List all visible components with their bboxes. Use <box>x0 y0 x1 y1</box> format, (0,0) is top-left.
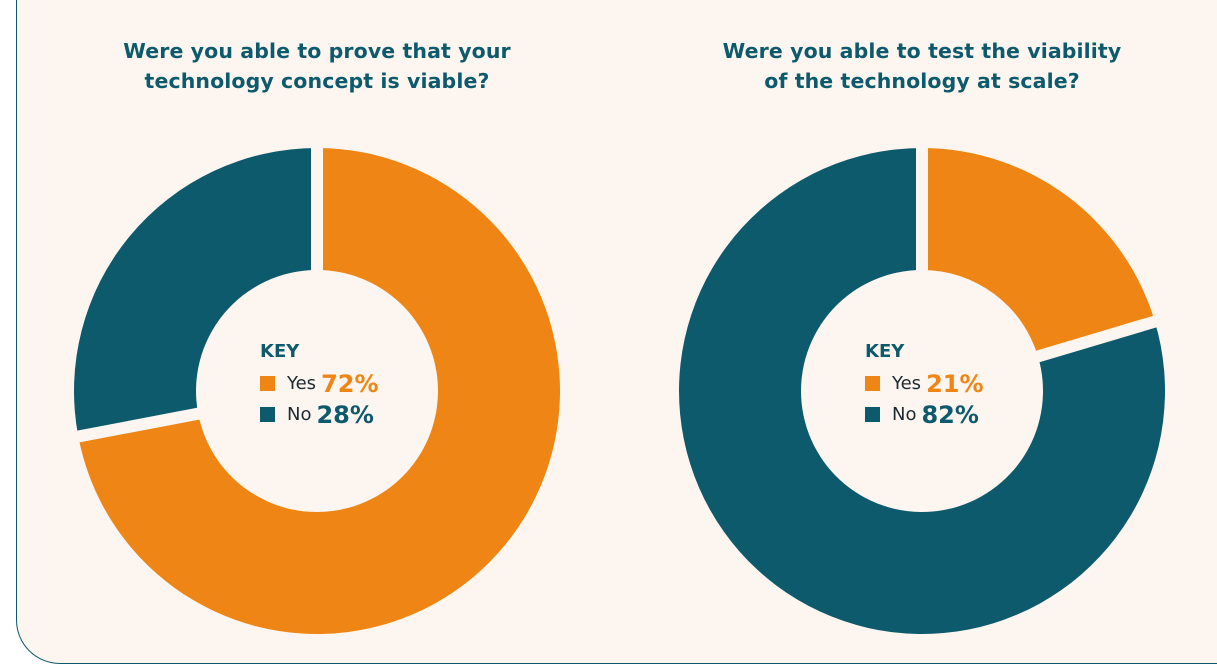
key-row-yes: Yes 21% <box>865 368 1025 399</box>
donut-chart-concept-viable: Were you able to prove that your technol… <box>17 0 617 664</box>
key-label-yes: Yes <box>287 373 317 394</box>
key-label-yes: Yes <box>892 373 922 394</box>
key-value-yes: 72% <box>321 369 379 398</box>
donut-slice-no <box>73 148 317 437</box>
slice-separator-1 <box>75 407 202 443</box>
key-value-no: 82% <box>921 400 979 429</box>
key-value-yes: 21% <box>926 369 984 398</box>
chart-key: KEY Yes 72% No 28% <box>260 340 420 430</box>
chart-key: KEY Yes 21% No 82% <box>865 340 1025 430</box>
donut-chart-viability-at-scale: Were you able to test the viability of t… <box>622 0 1217 664</box>
chart-title: Were you able to test the viability of t… <box>622 36 1217 96</box>
no-swatch <box>865 407 880 422</box>
yes-swatch <box>865 376 880 391</box>
chart-title: Were you able to prove that your technol… <box>17 36 617 96</box>
yes-swatch <box>260 376 275 391</box>
key-title: KEY <box>260 341 300 362</box>
chart-title-line-2: of the technology at scale? <box>764 69 1080 93</box>
donut-svg <box>679 146 1165 634</box>
key-row-no: No 82% <box>865 399 1025 430</box>
chart-title-line-1: Were you able to prove that your <box>123 39 511 63</box>
key-title: KEY <box>865 341 905 362</box>
donut-slice-yes <box>922 148 1155 357</box>
key-row-yes: Yes 72% <box>260 368 420 399</box>
donut-slice-no <box>679 148 1165 634</box>
donut-slice-yes <box>78 148 560 634</box>
key-value-no: 28% <box>316 400 374 429</box>
slice-separator-1 <box>1034 315 1159 363</box>
key-row-no: No 28% <box>260 399 420 430</box>
chart-title-line-2: technology concept is viable? <box>144 69 490 93</box>
key-label-no: No <box>287 404 312 425</box>
key-label-no: No <box>892 404 917 425</box>
donut-svg <box>73 146 560 634</box>
no-swatch <box>260 407 275 422</box>
chart-title-line-1: Were you able to test the viability <box>722 39 1122 63</box>
